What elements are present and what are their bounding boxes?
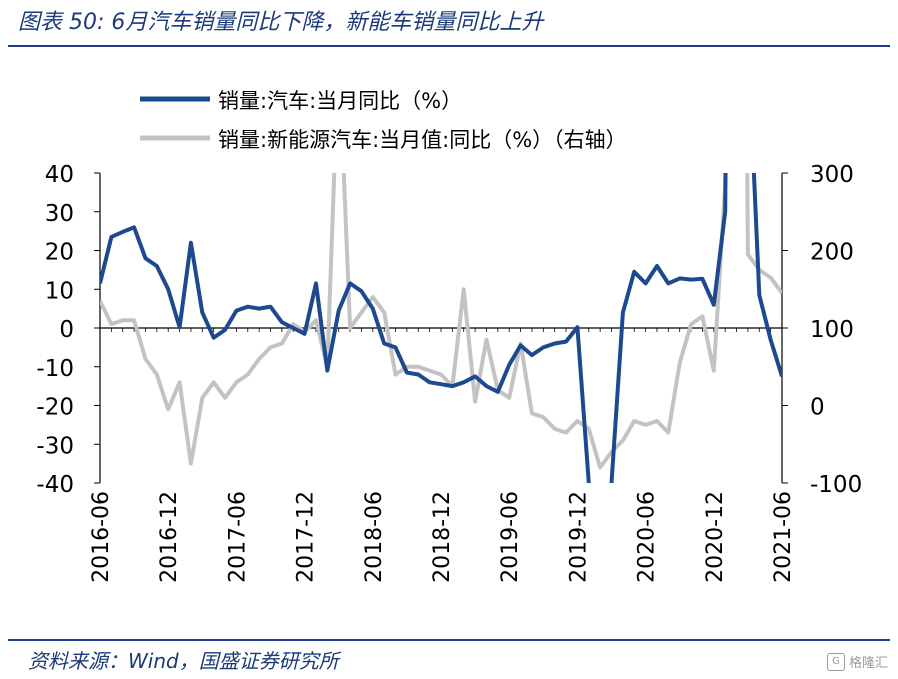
right-tick-label: 300: [810, 162, 854, 188]
x-tick-label: 2017-06: [225, 491, 250, 583]
left-tick-label: 20: [45, 240, 74, 266]
right-tick-label: 0: [810, 395, 825, 421]
watermark-logo-icon: G: [826, 652, 845, 671]
left-tick-label: -40: [36, 472, 74, 498]
x-tick-label: 2020-06: [635, 491, 660, 583]
axes: 403020100-10-20-30-403002001000-1002016-…: [36, 162, 862, 583]
watermark: G 格隆汇: [826, 652, 888, 671]
x-tick-label: 2016-06: [89, 491, 114, 583]
legend-label-auto: 销量:汽车:当月同比（%）: [218, 89, 462, 113]
series-line-auto: [100, 173, 782, 483]
left-tick-label: 30: [45, 201, 74, 227]
x-tick-label: 2019-12: [566, 491, 591, 583]
x-tick-label: 2018-12: [430, 491, 455, 583]
x-tick-label: 2019-06: [498, 491, 523, 583]
x-tick-label: 2017-12: [294, 491, 319, 583]
left-tick-label: 10: [45, 278, 74, 304]
x-tick-label: 2016-12: [157, 491, 182, 583]
right-tick-label: 100: [810, 317, 854, 343]
right-tick-label: 200: [810, 240, 854, 266]
x-tick-label: 2021-06: [771, 491, 796, 583]
source-note: 资料来源：Wind，国盛证券研究所: [28, 649, 339, 673]
source-rule: [8, 639, 890, 641]
legend: 销量:汽车:当月同比（%） 销量:新能源汽车:当月值:同比（%）（右轴）: [140, 89, 627, 152]
left-tick-label: 0: [59, 317, 74, 343]
chart-title: 图表 50: 6月汽车销量同比下降，新能车销量同比上升: [18, 10, 544, 35]
left-tick-label: -20: [36, 395, 74, 421]
left-tick-label: -30: [36, 433, 74, 459]
title-rule: [8, 45, 890, 47]
right-tick-label: -100: [810, 472, 862, 498]
left-tick-label: 40: [45, 162, 74, 188]
left-tick-label: -10: [36, 356, 74, 382]
x-tick-label: 2020-12: [703, 491, 728, 583]
x-tick-label: 2018-06: [362, 491, 387, 583]
watermark-text: 格隆汇: [848, 656, 888, 671]
series-line-nev: [100, 173, 782, 470]
legend-label-nev: 销量:新能源汽车:当月值:同比（%）（右轴）: [218, 128, 627, 152]
